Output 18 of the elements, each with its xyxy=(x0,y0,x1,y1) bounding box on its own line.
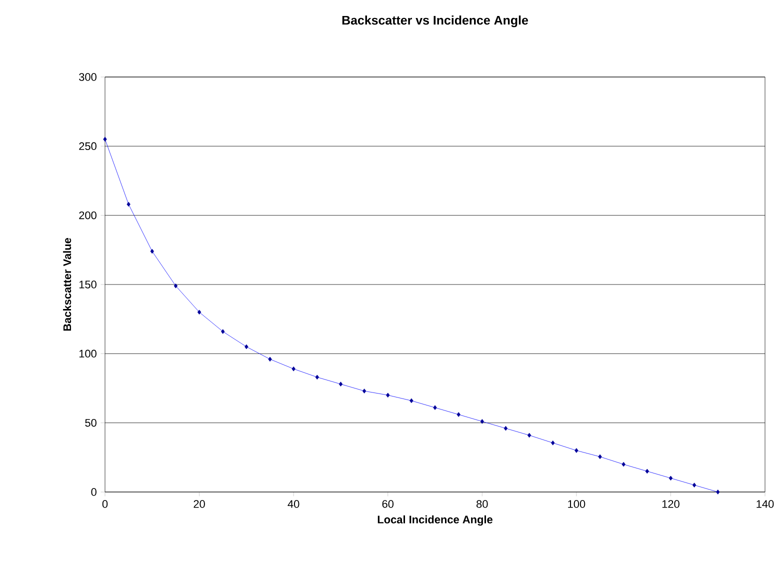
chart-title: Backscatter vs Incidence Angle xyxy=(342,15,528,28)
y-tick-label: 250 xyxy=(79,142,96,150)
x-tick-label: 0 xyxy=(102,500,108,508)
x-tick-label: 100 xyxy=(568,500,586,508)
x-tick-label: 60 xyxy=(382,500,394,508)
y-tick-label: 150 xyxy=(79,280,96,288)
x-tick-label: 120 xyxy=(662,500,680,508)
y-tick-label: 0 xyxy=(91,488,96,496)
y-tick-label: 100 xyxy=(79,350,96,358)
y-axis-title: Backscatter Value xyxy=(63,238,72,331)
y-tick-label: 300 xyxy=(79,73,96,81)
x-tick-label: 20 xyxy=(194,500,205,508)
x-tick-label: 80 xyxy=(476,500,488,508)
x-tick-label: 140 xyxy=(756,500,774,508)
y-tick-label: 50 xyxy=(85,418,96,427)
x-tick-label: 40 xyxy=(288,500,300,508)
x-axis-title: Local Incidence Angle xyxy=(378,515,492,526)
y-tick-label: 200 xyxy=(79,211,96,220)
